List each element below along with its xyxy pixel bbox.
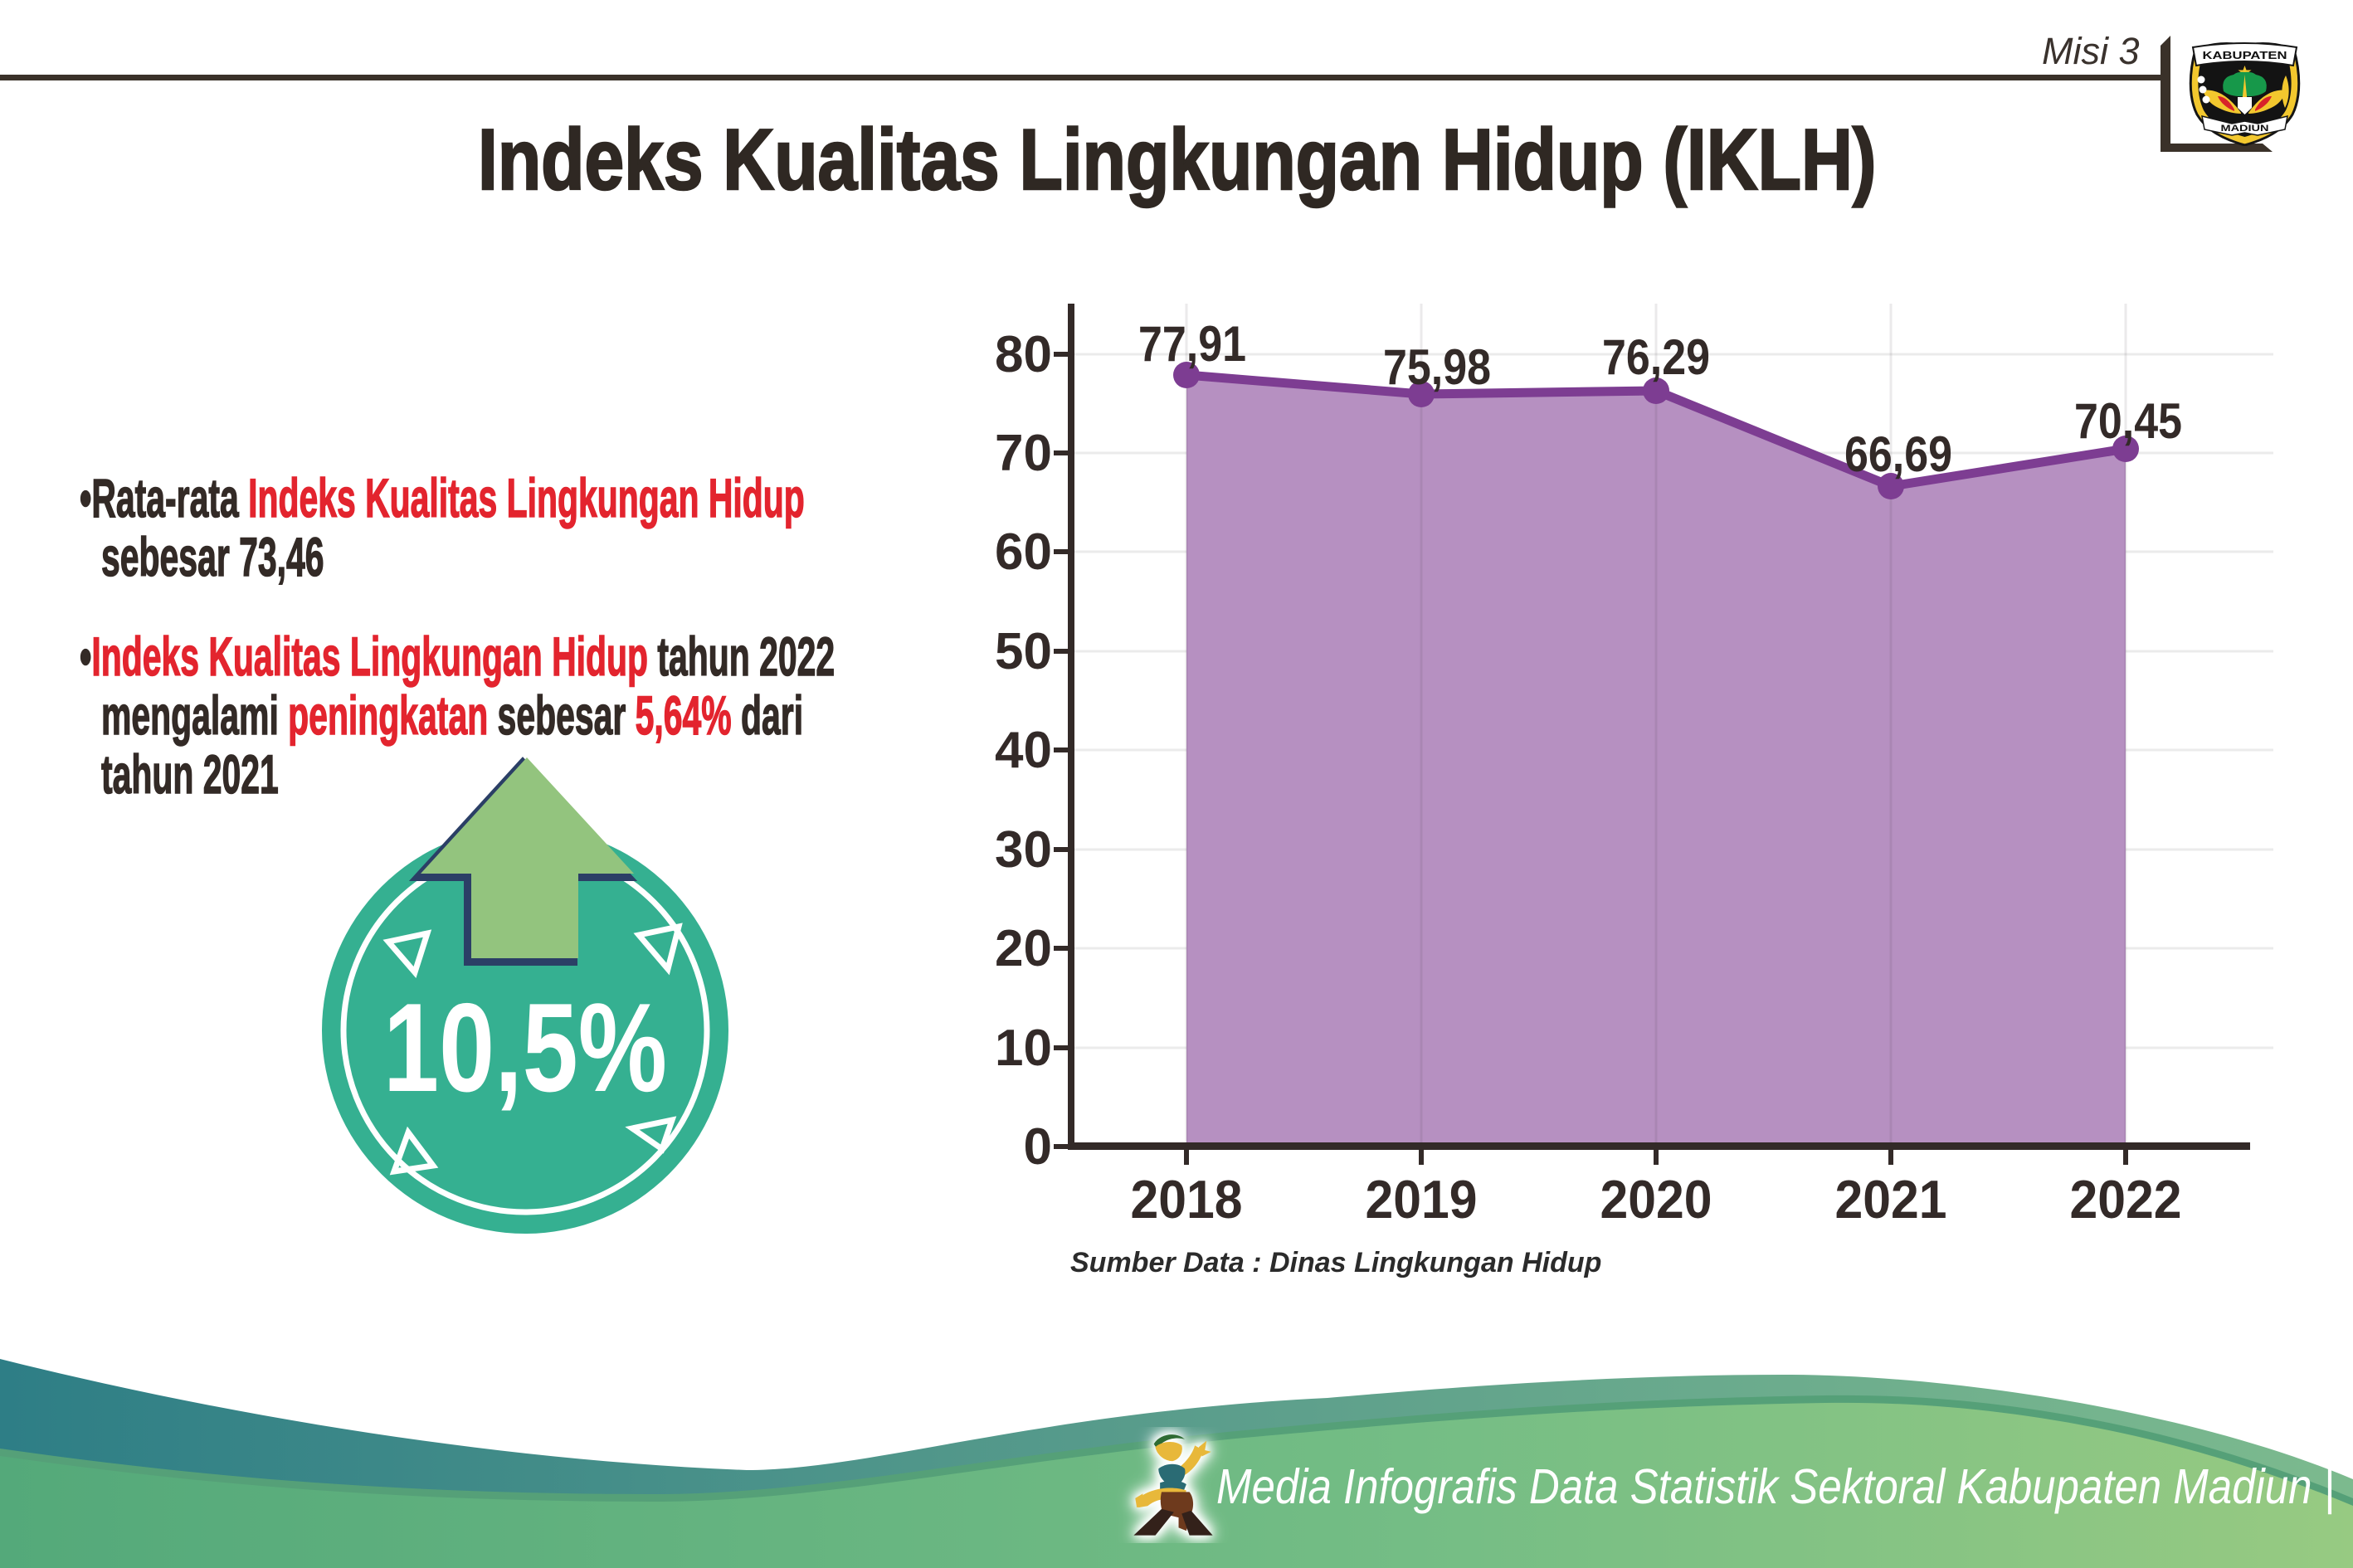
svg-text:75,98: 75,98 <box>1383 339 1491 395</box>
svg-text:20: 20 <box>995 920 1052 977</box>
svg-text:66,69: 66,69 <box>1844 426 1952 482</box>
svg-text:2020: 2020 <box>1600 1170 1712 1230</box>
svg-text:70: 70 <box>995 425 1052 482</box>
svg-text:10,5%: 10,5% <box>383 977 667 1118</box>
svg-text:60: 60 <box>995 523 1052 581</box>
svg-text:70,45: 70,45 <box>2074 393 2182 449</box>
svg-text:0: 0 <box>1024 1118 1052 1176</box>
svg-text:76,29: 76,29 <box>1602 329 1710 385</box>
svg-text:KABUPATEN: KABUPATEN <box>2203 50 2287 61</box>
svg-text:50: 50 <box>995 623 1052 680</box>
svg-text:2018: 2018 <box>1131 1170 1243 1230</box>
svg-text:2021: 2021 <box>1835 1170 1947 1230</box>
svg-text:MADIUN: MADIUN <box>2221 124 2269 134</box>
svg-text:Sumber Data : Dinas Lingkungan: Sumber Data : Dinas Lingkungan Hidup <box>1070 1247 1601 1278</box>
svg-text:30: 30 <box>995 821 1052 879</box>
svg-text:10: 10 <box>995 1020 1052 1077</box>
svg-text:2019: 2019 <box>1366 1170 1478 1230</box>
svg-text:80: 80 <box>995 326 1052 383</box>
svg-text:77,91: 77,91 <box>1138 316 1246 372</box>
svg-text:40: 40 <box>995 722 1052 779</box>
svg-text:2022: 2022 <box>2070 1170 2182 1230</box>
